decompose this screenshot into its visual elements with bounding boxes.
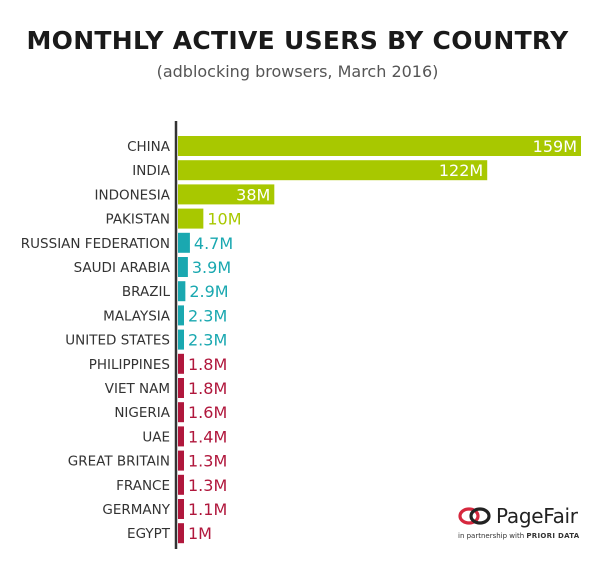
value-label: 2.3M <box>188 306 227 325</box>
bar-germany <box>178 499 184 519</box>
bar-china <box>178 136 581 156</box>
bar-egypt <box>178 523 184 544</box>
bar-france <box>178 474 184 495</box>
value-label: 122M <box>439 161 483 180</box>
bar-malaysia <box>178 305 184 326</box>
pagefair-logo-icon <box>458 507 491 525</box>
category-label: BRAZIL <box>122 284 171 300</box>
value-label: 2.3M <box>188 331 227 350</box>
bar-united-states <box>178 329 184 350</box>
chart-title: MONTHLY ACTIVE USERS BY COUNTRY <box>26 26 569 55</box>
bar-great-britain <box>178 450 184 471</box>
value-label: 1.8M <box>188 379 227 398</box>
category-label: GERMANY <box>102 502 170 518</box>
category-label: GREAT BRITAIN <box>68 454 170 470</box>
category-label: UNITED STATES <box>65 333 170 349</box>
value-label: 2.9M <box>189 282 228 301</box>
category-label: FRANCE <box>116 478 170 494</box>
pagefair-logo: PageFair in partnership with PRIORI DATA <box>458 504 588 540</box>
value-label: 159M <box>533 137 577 156</box>
tagline-prefix: in partnership with <box>458 532 525 540</box>
bar-indonesia <box>178 184 275 205</box>
category-label: CHINA <box>127 139 171 155</box>
category-label: EGYPT <box>127 526 171 542</box>
category-label: NIGERIA <box>114 405 170 421</box>
bar-viet-nam <box>178 378 184 398</box>
pagefair-logo-text: PageFair <box>496 504 578 528</box>
value-label: 1M <box>188 524 212 543</box>
bar-uae <box>178 426 184 447</box>
bar-brazil <box>178 281 186 302</box>
value-label: 1.3M <box>188 452 227 471</box>
category-label: MALAYSIA <box>103 308 171 324</box>
category-label: INDIA <box>132 163 170 179</box>
category-label: PHILIPPINES <box>89 357 170 373</box>
category-label: RUSSIAN FEDERATION <box>21 236 170 252</box>
category-label: INDONESIA <box>94 187 170 203</box>
partnership-tagline: in partnership with PRIORI DATA <box>458 532 588 540</box>
value-label: 10M <box>207 210 241 229</box>
bar-philippines <box>178 353 184 374</box>
value-label: 1.8M <box>188 355 227 374</box>
value-label: 1.1M <box>188 500 227 519</box>
category-label: UAE <box>142 429 170 445</box>
bar-nigeria <box>178 402 184 423</box>
value-label: 1.6M <box>188 403 227 422</box>
chart-subtitle: (adblocking browsers, March 2016) <box>156 62 439 81</box>
value-label: 1.4M <box>188 427 227 446</box>
value-label: 3.9M <box>192 258 231 277</box>
bar-russian-federation <box>178 232 190 253</box>
bar-india <box>178 160 488 181</box>
category-label: PAKISTAN <box>106 212 170 228</box>
bar-saudi-arabia <box>178 257 188 277</box>
category-label: VIET NAM <box>105 381 170 397</box>
tagline-partner: PRIORI DATA <box>526 532 580 540</box>
value-label: 38M <box>236 185 270 204</box>
value-label: 4.7M <box>194 234 233 253</box>
value-label: 1.3M <box>188 476 227 495</box>
category-label: SAUDI ARABIA <box>74 260 171 276</box>
bar-pakistan <box>178 208 204 229</box>
